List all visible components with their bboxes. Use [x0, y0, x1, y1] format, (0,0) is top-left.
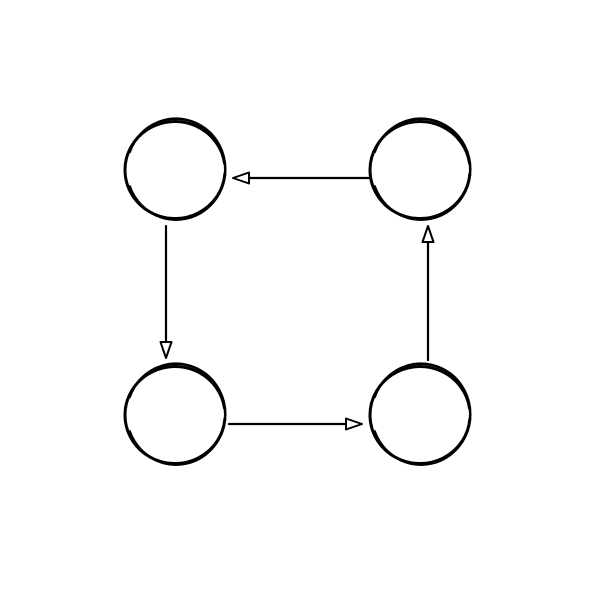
- diagram-background: [0, 0, 600, 600]
- cycle-diagram: [0, 0, 600, 600]
